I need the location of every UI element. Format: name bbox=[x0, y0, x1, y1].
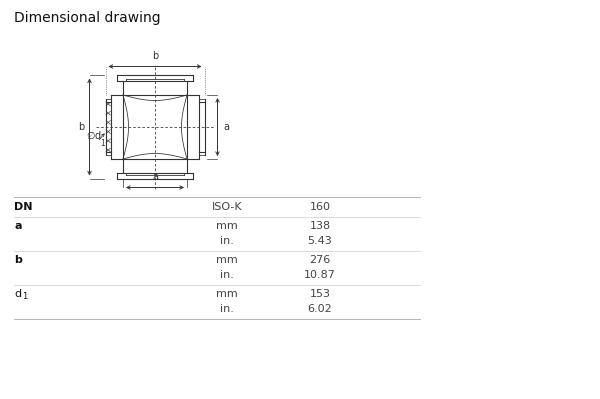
Text: in.: in. bbox=[220, 304, 234, 314]
Text: a: a bbox=[14, 221, 22, 231]
Text: b: b bbox=[152, 51, 158, 61]
Text: 1: 1 bbox=[23, 292, 28, 301]
Text: a: a bbox=[223, 122, 229, 132]
Text: ISO-K: ISO-K bbox=[212, 202, 242, 212]
Text: mm: mm bbox=[216, 255, 238, 265]
Text: 10.87: 10.87 bbox=[304, 270, 336, 280]
Text: 5.43: 5.43 bbox=[308, 236, 332, 246]
Text: d: d bbox=[14, 289, 21, 299]
Text: b: b bbox=[14, 255, 22, 265]
Text: 276: 276 bbox=[310, 255, 331, 265]
Text: $\varnothing$d: $\varnothing$d bbox=[86, 129, 101, 141]
Text: mm: mm bbox=[216, 221, 238, 231]
Text: Dimensional drawing: Dimensional drawing bbox=[14, 11, 161, 25]
Text: in.: in. bbox=[220, 236, 234, 246]
Text: 138: 138 bbox=[310, 221, 331, 231]
Text: mm: mm bbox=[216, 289, 238, 299]
Text: DN: DN bbox=[14, 202, 32, 212]
Text: in.: in. bbox=[220, 270, 234, 280]
Text: a: a bbox=[152, 172, 158, 182]
Text: b: b bbox=[78, 122, 84, 132]
Text: 153: 153 bbox=[310, 289, 331, 299]
Text: 160: 160 bbox=[310, 202, 331, 212]
Text: 6.02: 6.02 bbox=[308, 304, 332, 314]
Text: 1: 1 bbox=[101, 140, 105, 148]
